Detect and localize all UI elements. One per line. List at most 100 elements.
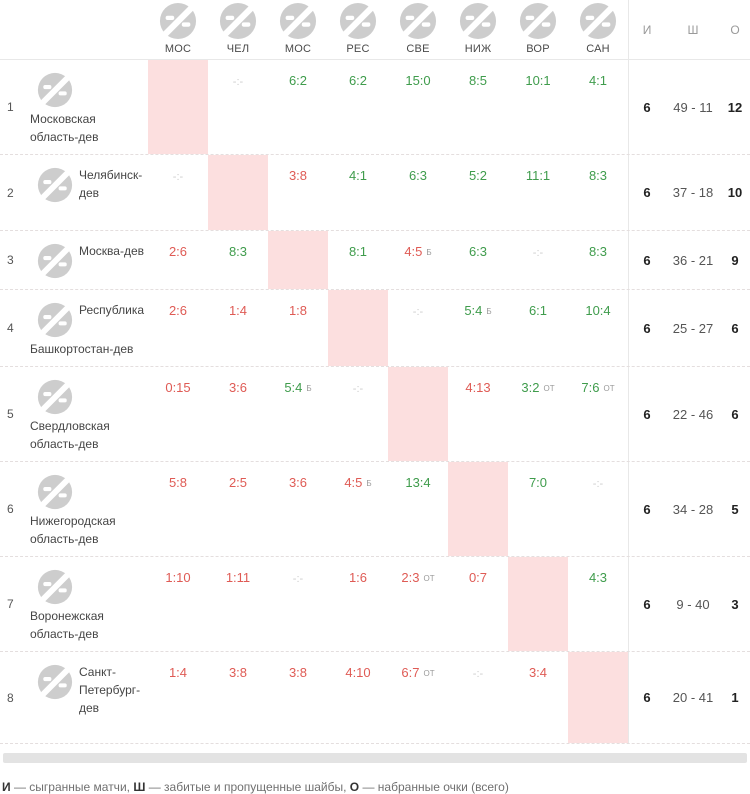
score-cell[interactable]: 3:6 bbox=[268, 462, 328, 556]
team-cell[interactable]: Челябинск-дев bbox=[30, 155, 148, 230]
score-cell[interactable]: 2:6 bbox=[148, 231, 208, 289]
score-loss[interactable]: 3:8 bbox=[288, 665, 308, 680]
score-cell[interactable]: 6:2 bbox=[268, 60, 328, 154]
score-win[interactable]: 5:4 bbox=[464, 303, 483, 318]
score-cell[interactable]: 2:3 ОТ bbox=[388, 557, 448, 651]
team-cell[interactable]: Нижегородская область-дев bbox=[30, 462, 148, 556]
score-cell[interactable]: 1:4 bbox=[148, 652, 208, 743]
score-loss[interactable]: 6:7 bbox=[401, 665, 420, 680]
score-cell[interactable]: 1:6 bbox=[328, 557, 388, 651]
score-win[interactable]: 6:2 bbox=[348, 73, 368, 88]
score-cell[interactable]: 5:2 bbox=[448, 155, 508, 230]
score-win[interactable]: 6:3 bbox=[408, 168, 428, 183]
team-cell[interactable]: Воронежская область-дев bbox=[30, 557, 148, 651]
score-loss[interactable]: 2:6 bbox=[168, 244, 188, 259]
score-loss[interactable]: 1:4 bbox=[168, 665, 188, 680]
score-win[interactable]: 7:6 bbox=[581, 380, 600, 395]
score-loss[interactable]: 1:6 bbox=[348, 570, 368, 585]
score-cell[interactable]: 7:6 ОТ bbox=[568, 367, 628, 461]
score-win[interactable]: 10:4 bbox=[585, 303, 611, 318]
score-cell[interactable]: 3:8 bbox=[208, 652, 268, 743]
score-cell[interactable]: 0:7 bbox=[448, 557, 508, 651]
score-win[interactable]: 6:1 bbox=[528, 303, 548, 318]
score-win[interactable]: 8:5 bbox=[468, 73, 488, 88]
score-cell[interactable]: 1:10 bbox=[148, 557, 208, 651]
score-cell[interactable]: 0:15 bbox=[148, 367, 208, 461]
score-loss[interactable]: 2:5 bbox=[228, 475, 248, 490]
score-loss[interactable]: 1:8 bbox=[288, 303, 308, 318]
score-loss[interactable]: 3:8 bbox=[288, 168, 308, 183]
score-win[interactable]: 6:2 bbox=[288, 73, 308, 88]
score-cell[interactable]: 6:2 bbox=[328, 60, 388, 154]
team-cell[interactable]: Москва-дев bbox=[30, 231, 148, 289]
score-cell[interactable]: 10:1 bbox=[508, 60, 568, 154]
score-cell[interactable]: 2:6 bbox=[148, 290, 208, 366]
score-win[interactable]: 13:4 bbox=[405, 475, 431, 490]
score-win[interactable]: 15:0 bbox=[405, 73, 431, 88]
score-cell[interactable]: 8:3 bbox=[568, 231, 628, 289]
score-loss[interactable]: 3:6 bbox=[288, 475, 308, 490]
score-loss[interactable]: 4:10 bbox=[345, 665, 371, 680]
score-loss[interactable]: 4:5 bbox=[404, 244, 423, 259]
score-win[interactable]: 8:3 bbox=[228, 244, 248, 259]
score-loss[interactable]: 4:5 bbox=[344, 475, 363, 490]
score-win[interactable]: 8:3 bbox=[588, 168, 608, 183]
score-loss[interactable]: 3:6 bbox=[228, 380, 248, 395]
score-loss[interactable]: 1:11 bbox=[225, 570, 251, 585]
team-cell[interactable]: Московская область-дев bbox=[30, 60, 148, 154]
score-cell[interactable]: 4:1 bbox=[568, 60, 628, 154]
score-win[interactable]: 4:3 bbox=[588, 570, 608, 585]
score-win[interactable]: 4:1 bbox=[588, 73, 608, 88]
score-cell[interactable]: 2:5 bbox=[208, 462, 268, 556]
score-cell[interactable]: 13:4 bbox=[388, 462, 448, 556]
score-cell[interactable]: 4:10 bbox=[328, 652, 388, 743]
score-win[interactable]: 4:1 bbox=[348, 168, 368, 183]
score-win[interactable]: 8:1 bbox=[348, 244, 368, 259]
score-cell[interactable]: 11:1 bbox=[508, 155, 568, 230]
team-cell[interactable]: Санкт-Петербург-дев bbox=[30, 652, 148, 743]
score-cell[interactable]: 5:4 Б bbox=[268, 367, 328, 461]
score-cell[interactable]: 1:8 bbox=[268, 290, 328, 366]
score-loss[interactable]: 5:8 bbox=[168, 475, 188, 490]
score-cell[interactable]: 4:5 Б bbox=[388, 231, 448, 289]
score-cell[interactable]: 4:5 Б bbox=[328, 462, 388, 556]
score-loss[interactable]: 2:6 bbox=[168, 303, 188, 318]
score-loss[interactable]: 3:8 bbox=[228, 665, 248, 680]
score-cell[interactable]: 3:2 ОТ bbox=[508, 367, 568, 461]
score-loss[interactable]: 2:3 bbox=[401, 570, 420, 585]
score-cell[interactable]: 3:6 bbox=[208, 367, 268, 461]
score-win[interactable]: 5:4 bbox=[284, 380, 303, 395]
score-cell[interactable]: 1:11 bbox=[208, 557, 268, 651]
score-cell[interactable]: 3:8 bbox=[268, 652, 328, 743]
score-loss[interactable]: 4:13 bbox=[465, 380, 491, 395]
score-loss[interactable]: 1:10 bbox=[165, 570, 191, 585]
score-win[interactable]: 6:3 bbox=[468, 244, 488, 259]
score-cell[interactable]: 3:4 bbox=[508, 652, 568, 743]
score-cell[interactable]: 8:3 bbox=[208, 231, 268, 289]
score-win[interactable]: 5:2 bbox=[468, 168, 488, 183]
score-loss[interactable]: 1:4 bbox=[228, 303, 248, 318]
score-cell[interactable]: 8:1 bbox=[328, 231, 388, 289]
score-cell[interactable]: 5:8 bbox=[148, 462, 208, 556]
score-win[interactable]: 8:3 bbox=[588, 244, 608, 259]
score-cell[interactable]: 4:13 bbox=[448, 367, 508, 461]
score-cell[interactable]: 6:3 bbox=[448, 231, 508, 289]
score-cell[interactable]: 6:7 ОТ bbox=[388, 652, 448, 743]
score-cell[interactable]: 8:3 bbox=[568, 155, 628, 230]
score-loss[interactable]: 0:15 bbox=[165, 380, 191, 395]
team-cell[interactable]: Свердловская область-дев bbox=[30, 367, 148, 461]
horizontal-scrollbar[interactable] bbox=[3, 753, 747, 763]
score-cell[interactable]: 5:4 Б bbox=[448, 290, 508, 366]
score-win[interactable]: 11:1 bbox=[525, 168, 551, 183]
score-cell[interactable]: 4:1 bbox=[328, 155, 388, 230]
score-cell[interactable]: 7:0 bbox=[508, 462, 568, 556]
score-cell[interactable]: 10:4 bbox=[568, 290, 628, 366]
score-cell[interactable]: 3:8 bbox=[268, 155, 328, 230]
score-cell[interactable]: 6:1 bbox=[508, 290, 568, 366]
team-cell[interactable]: Республика Башкортостан-дев bbox=[30, 290, 148, 366]
score-win[interactable]: 7:0 bbox=[528, 475, 548, 490]
score-cell[interactable]: 15:0 bbox=[388, 60, 448, 154]
score-loss[interactable]: 0:7 bbox=[468, 570, 488, 585]
score-win[interactable]: 10:1 bbox=[525, 73, 551, 88]
score-cell[interactable]: 4:3 bbox=[568, 557, 628, 651]
